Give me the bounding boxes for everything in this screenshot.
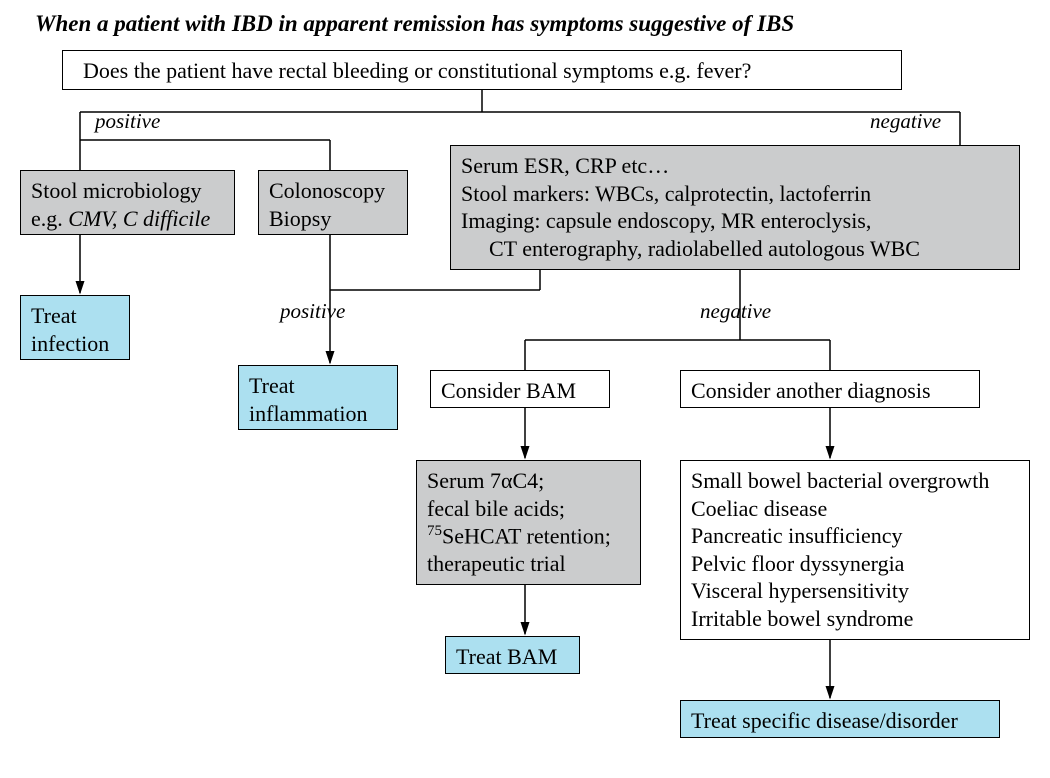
dx-l6: Irritable bowel syndrome (691, 605, 1019, 633)
treat-bam-text: Treat BAM (456, 644, 557, 669)
workup-box: Serum ESR, CRP etc… Stool markers: WBCs,… (450, 145, 1020, 270)
workup-line4: CT enterography, radiolabelled autologou… (461, 235, 1009, 263)
label-positive-2: positive (280, 298, 345, 324)
question-box: Does the patient have rectal bleeding or… (62, 50, 902, 90)
dx-l4: Pelvic floor dyssynergia (691, 550, 1019, 578)
treat-inflammation-box: Treat inflammation (238, 365, 398, 430)
treat-inflammation-text: Treat inflammation (249, 373, 368, 426)
treat-infection-box: Treat infection (20, 295, 130, 360)
colonoscopy-box: Colonoscopy Biopsy (258, 170, 408, 235)
treat-infection-text: Treat infection (31, 303, 109, 356)
label-negative-1: negative (870, 108, 941, 134)
question-text: Does the patient have rectal bleeding or… (83, 58, 751, 83)
bam-tests-line1: Serum 7αC4; (427, 467, 630, 495)
treat-bam-box: Treat BAM (445, 636, 580, 674)
consider-bam-text: Consider BAM (441, 378, 576, 403)
bam-tests-line3: 75SeHCAT retention; (427, 522, 630, 550)
treat-specific-text: Treat specific disease/disorder (691, 708, 958, 733)
dx-l3: Pancreatic insufficiency (691, 522, 1019, 550)
stool-micro-line2: e.g. CMV, C difficile (31, 205, 224, 233)
workup-line2: Stool markers: WBCs, calprotectin, lacto… (461, 180, 1009, 208)
colonoscopy-line1: Colonoscopy (269, 177, 397, 205)
diagnosis-list-box: Small bowel bacterial overgrowth Coeliac… (680, 460, 1030, 640)
consider-other-text: Consider another diagnosis (691, 378, 931, 403)
label-positive-1: positive (95, 108, 160, 134)
stool-micro-line1: Stool microbiology (31, 177, 224, 205)
dx-l1: Small bowel bacterial overgrowth (691, 467, 1019, 495)
colonoscopy-line2: Biopsy (269, 205, 397, 233)
consider-bam-box: Consider BAM (430, 370, 610, 408)
stool-microbiology-box: Stool microbiology e.g. CMV, C difficile (20, 170, 235, 235)
label-negative-2: negative (700, 298, 771, 324)
bam-tests-line4: therapeutic trial (427, 550, 630, 578)
bam-tests-line2: fecal bile acids; (427, 495, 630, 523)
diagram-title: When a patient with IBD in apparent remi… (35, 10, 794, 39)
bam-tests-box: Serum 7αC4; fecal bile acids; 75SeHCAT r… (416, 460, 641, 585)
treat-specific-box: Treat specific disease/disorder (680, 700, 1000, 738)
workup-line3: Imaging: capsule endoscopy, MR enterocly… (461, 207, 1009, 235)
dx-l5: Visceral hypersensitivity (691, 577, 1019, 605)
workup-line1: Serum ESR, CRP etc… (461, 152, 1009, 180)
consider-other-box: Consider another diagnosis (680, 370, 980, 408)
dx-l2: Coeliac disease (691, 495, 1019, 523)
